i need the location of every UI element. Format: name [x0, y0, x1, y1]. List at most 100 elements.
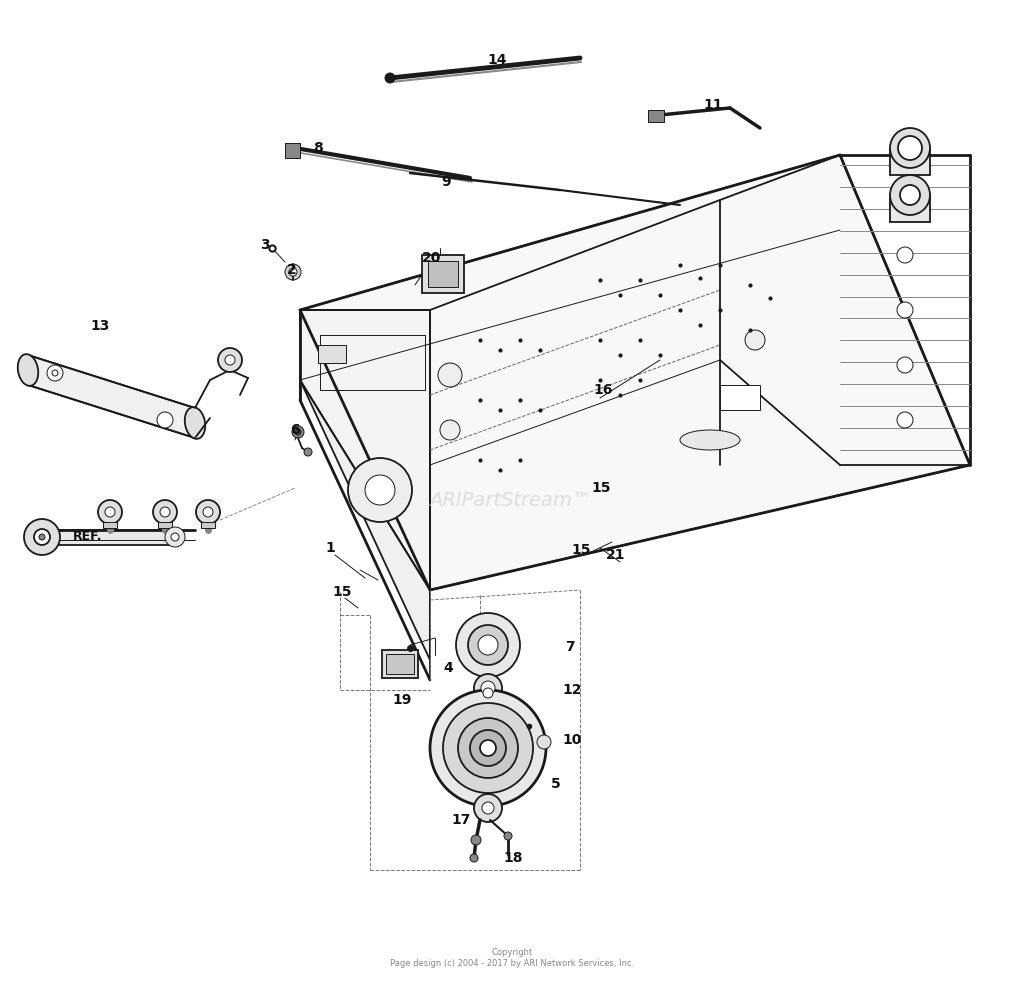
Circle shape [438, 363, 462, 387]
Ellipse shape [680, 430, 740, 450]
Text: 5: 5 [551, 777, 561, 791]
Circle shape [478, 635, 498, 655]
Text: 19: 19 [392, 693, 412, 707]
Text: 10: 10 [562, 733, 582, 747]
Text: 7: 7 [565, 640, 574, 654]
Circle shape [897, 357, 913, 373]
Circle shape [474, 674, 502, 702]
Text: 9: 9 [441, 175, 451, 189]
Circle shape [470, 730, 506, 766]
Bar [386, 654, 414, 674]
Circle shape [504, 832, 512, 840]
Circle shape [289, 268, 297, 276]
Circle shape [900, 185, 920, 205]
Circle shape [898, 136, 922, 160]
Bar [158, 522, 172, 528]
Circle shape [160, 507, 170, 517]
Circle shape [470, 854, 478, 862]
Bar [720, 385, 760, 410]
Circle shape [171, 533, 179, 541]
Circle shape [285, 264, 301, 280]
Circle shape [290, 145, 300, 155]
Text: 21: 21 [606, 548, 626, 562]
Text: 1: 1 [326, 541, 335, 555]
Text: 16: 16 [593, 383, 612, 397]
Circle shape [39, 534, 45, 540]
Circle shape [458, 718, 518, 778]
Text: 15: 15 [332, 585, 352, 599]
Circle shape [430, 690, 546, 806]
Bar [103, 522, 117, 528]
Bar [201, 522, 215, 528]
Text: 15: 15 [591, 481, 610, 495]
Text: 6: 6 [290, 423, 300, 437]
Text: REF.: REF. [74, 530, 102, 543]
Text: Copyright
Page design (c) 2004 - 2017 by ARI Network Services, Inc.: Copyright Page design (c) 2004 - 2017 by… [390, 948, 634, 968]
Polygon shape [28, 355, 195, 438]
Bar [285, 143, 300, 158]
Circle shape [890, 128, 930, 168]
Polygon shape [42, 530, 170, 545]
Ellipse shape [184, 407, 205, 438]
Circle shape [443, 703, 534, 793]
Circle shape [890, 175, 930, 215]
Circle shape [897, 412, 913, 428]
Circle shape [348, 458, 412, 522]
Circle shape [105, 507, 115, 517]
Text: 13: 13 [90, 319, 110, 333]
Circle shape [482, 802, 494, 814]
Circle shape [897, 302, 913, 318]
Bar [422, 255, 464, 293]
Circle shape [165, 527, 185, 547]
Circle shape [98, 500, 122, 524]
Text: 15: 15 [571, 543, 591, 557]
Circle shape [295, 429, 301, 435]
Circle shape [196, 500, 220, 524]
Circle shape [537, 735, 551, 749]
Text: 4: 4 [443, 661, 453, 675]
Circle shape [304, 448, 312, 456]
Circle shape [292, 426, 304, 438]
Circle shape [480, 740, 496, 756]
Text: 2: 2 [287, 263, 297, 277]
Text: 14: 14 [487, 53, 507, 67]
Bar [428, 261, 458, 287]
Polygon shape [890, 195, 930, 222]
Text: 3: 3 [260, 238, 269, 252]
Circle shape [897, 247, 913, 263]
Text: 8: 8 [313, 141, 323, 155]
Circle shape [203, 507, 213, 517]
Circle shape [456, 613, 520, 677]
Text: 20: 20 [422, 251, 441, 265]
Polygon shape [300, 155, 970, 590]
Ellipse shape [17, 354, 38, 386]
Polygon shape [890, 148, 930, 175]
Text: 17: 17 [452, 813, 471, 827]
Circle shape [385, 73, 395, 83]
Circle shape [52, 370, 58, 376]
Circle shape [24, 519, 60, 555]
Bar [648, 110, 664, 122]
Polygon shape [300, 310, 430, 660]
Bar [382, 650, 418, 678]
Circle shape [218, 348, 242, 372]
Circle shape [157, 412, 173, 428]
Circle shape [153, 500, 177, 524]
Text: 18: 18 [503, 851, 522, 865]
Circle shape [468, 625, 508, 665]
Polygon shape [300, 310, 430, 590]
Circle shape [225, 355, 234, 365]
Circle shape [34, 529, 50, 545]
Circle shape [474, 794, 502, 822]
Circle shape [440, 420, 460, 440]
Circle shape [745, 330, 765, 350]
Circle shape [483, 688, 493, 698]
Circle shape [481, 681, 495, 695]
Circle shape [897, 192, 913, 208]
Text: 12: 12 [562, 683, 582, 697]
Text: 11: 11 [703, 98, 723, 112]
Circle shape [471, 835, 481, 845]
Text: ARIPartStream™: ARIPartStream™ [429, 490, 591, 510]
Circle shape [365, 475, 395, 505]
Bar [318, 345, 346, 363]
